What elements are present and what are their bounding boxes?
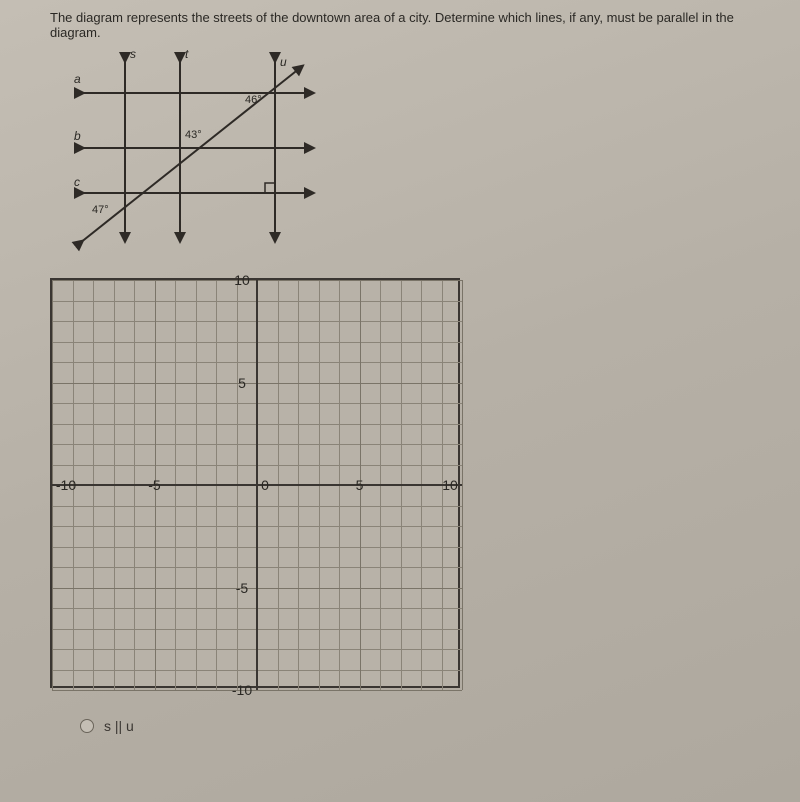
svg-text:a: a [74, 72, 81, 86]
svg-text:46°: 46° [245, 94, 262, 106]
radio-icon[interactable] [80, 719, 94, 733]
street-svg: s t u a b c 46° 43° 47° [70, 48, 330, 248]
grid-major-v [462, 280, 463, 690]
svg-text:s: s [130, 47, 136, 61]
svg-text:47°: 47° [92, 204, 109, 216]
answer-text-a: s || u [104, 718, 134, 734]
x-tick-label: -5 [148, 477, 160, 493]
svg-text:t: t [185, 47, 189, 61]
x-tick-label: 0 [261, 477, 269, 493]
answer-area: s || u [80, 718, 780, 734]
problem-text: The diagram represents the streets of th… [20, 10, 780, 40]
y-tick-label: -10 [232, 682, 252, 698]
answer-option-a[interactable]: s || u [80, 718, 780, 734]
x-tick-label: -10 [56, 477, 76, 493]
grid-major-h [52, 690, 462, 691]
x-tick-label: 10 [442, 477, 458, 493]
x-tick-label: 5 [356, 477, 364, 493]
coordinate-grid: -10-50510105-5-10 [50, 278, 460, 688]
y-tick-label: 5 [238, 375, 246, 391]
x-axis [52, 484, 462, 486]
svg-text:b: b [74, 129, 81, 143]
svg-text:c: c [74, 175, 80, 189]
street-diagram: s t u a b c 46° 43° 47° [70, 48, 330, 248]
svg-text:43°: 43° [185, 129, 202, 141]
y-tick-label: -5 [236, 580, 248, 596]
svg-text:u: u [280, 55, 287, 69]
y-tick-label: 10 [234, 272, 250, 288]
